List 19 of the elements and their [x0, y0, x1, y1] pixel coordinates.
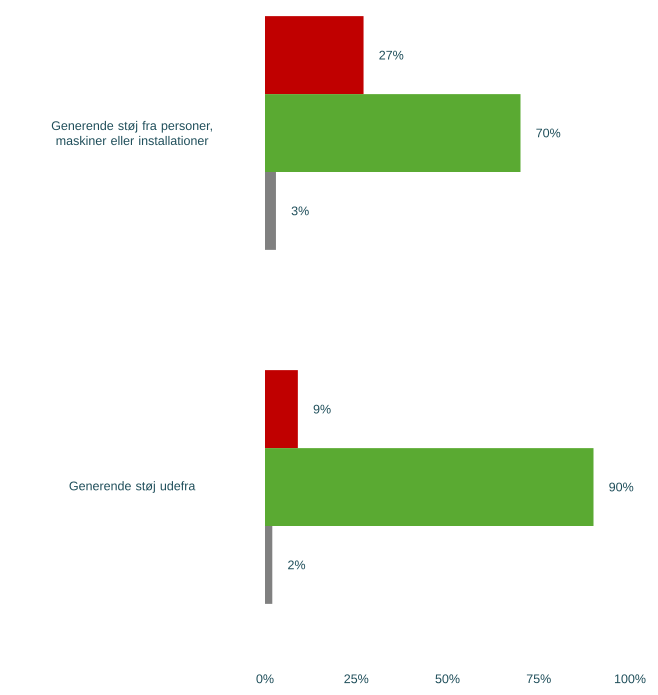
data-label: 70%	[536, 128, 560, 138]
y-tick-label: Generende støj fra personer, maskiner eller installationer	[52, 120, 212, 146]
x-tick-label: 100%	[614, 674, 646, 684]
data-label: 90%	[609, 482, 634, 492]
x-tick-label: 75%	[526, 674, 551, 684]
bar	[265, 172, 276, 250]
data-label: 3%	[292, 206, 309, 216]
y-tick-label: Generende støj udefra	[70, 481, 196, 493]
data-label: 9%	[314, 404, 331, 414]
x-tick-label: 25%	[344, 674, 368, 684]
bar	[265, 448, 594, 526]
data-label: 2%	[288, 560, 306, 570]
bar	[265, 526, 272, 604]
data-label: 27%	[379, 50, 404, 60]
bar	[265, 94, 521, 172]
bar	[265, 16, 364, 94]
x-tick-label: 50%	[435, 674, 460, 684]
x-tick-label: 0%	[256, 674, 274, 684]
bar	[265, 370, 298, 448]
